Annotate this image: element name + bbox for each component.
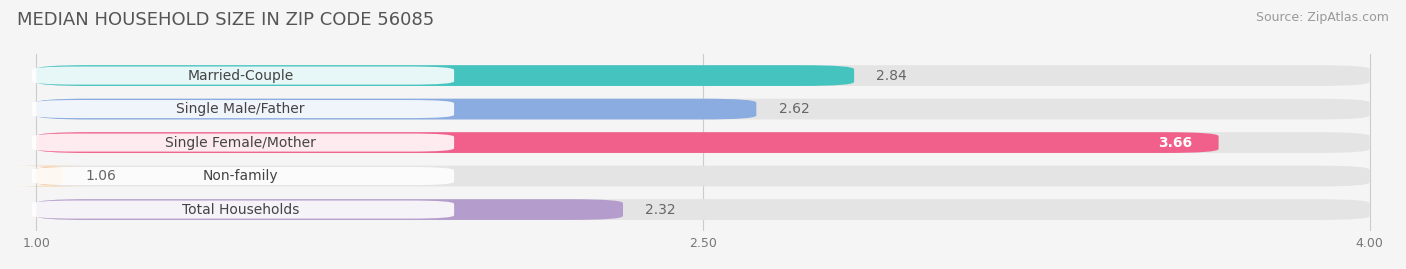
FancyBboxPatch shape xyxy=(32,66,454,85)
Text: MEDIAN HOUSEHOLD SIZE IN ZIP CODE 56085: MEDIAN HOUSEHOLD SIZE IN ZIP CODE 56085 xyxy=(17,11,434,29)
FancyBboxPatch shape xyxy=(32,133,454,152)
FancyBboxPatch shape xyxy=(37,65,853,86)
FancyBboxPatch shape xyxy=(32,167,454,185)
Text: 3.66: 3.66 xyxy=(1157,136,1192,150)
Text: Single Female/Mother: Single Female/Mother xyxy=(166,136,316,150)
Text: Non-family: Non-family xyxy=(202,169,278,183)
FancyBboxPatch shape xyxy=(37,199,623,220)
FancyBboxPatch shape xyxy=(32,100,454,118)
FancyBboxPatch shape xyxy=(37,99,1369,119)
Text: Total Households: Total Households xyxy=(181,203,299,217)
FancyBboxPatch shape xyxy=(37,166,1369,186)
FancyBboxPatch shape xyxy=(37,99,756,119)
FancyBboxPatch shape xyxy=(32,200,454,219)
FancyBboxPatch shape xyxy=(37,199,1369,220)
Text: Single Male/Father: Single Male/Father xyxy=(177,102,305,116)
FancyBboxPatch shape xyxy=(37,65,1369,86)
Text: 2.62: 2.62 xyxy=(779,102,810,116)
FancyBboxPatch shape xyxy=(37,132,1219,153)
FancyBboxPatch shape xyxy=(37,132,1369,153)
Text: 2.84: 2.84 xyxy=(876,69,907,83)
Text: 1.06: 1.06 xyxy=(86,169,117,183)
Text: Married-Couple: Married-Couple xyxy=(187,69,294,83)
Text: 2.32: 2.32 xyxy=(645,203,676,217)
Text: Source: ZipAtlas.com: Source: ZipAtlas.com xyxy=(1256,11,1389,24)
FancyBboxPatch shape xyxy=(10,166,90,186)
